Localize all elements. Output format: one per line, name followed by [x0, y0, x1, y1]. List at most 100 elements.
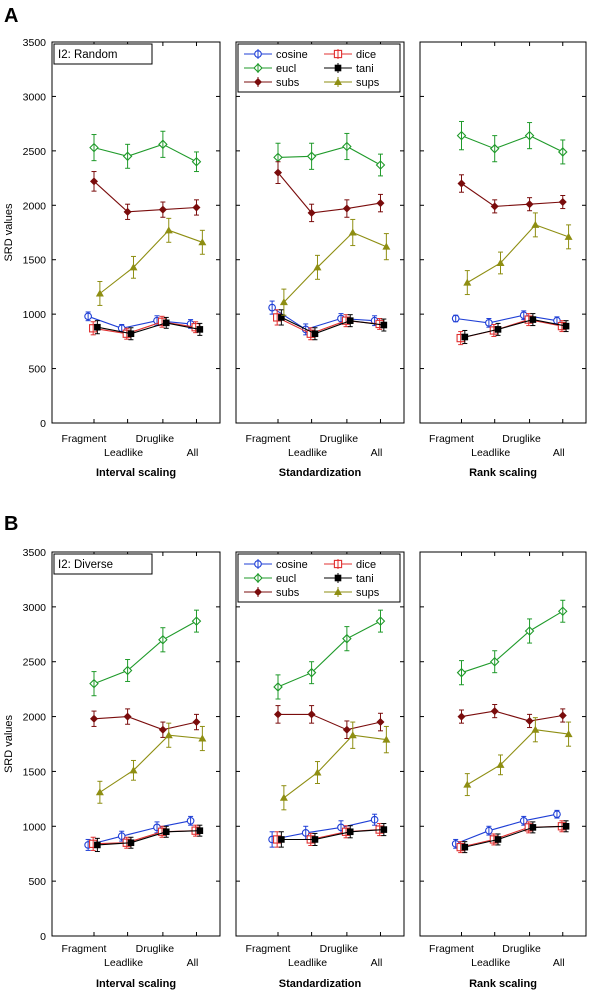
marker-tani	[529, 824, 537, 831]
series-sups	[279, 721, 391, 811]
marker-tani	[346, 317, 354, 324]
x-tick-label: Leadlike	[288, 957, 327, 969]
series-eucl	[273, 609, 386, 700]
marker-tani	[494, 836, 502, 843]
series-eucl	[456, 120, 568, 165]
marker-sups	[463, 278, 472, 286]
legend-item-sups: sups	[324, 77, 380, 89]
panel-title: Rank scaling	[469, 978, 537, 990]
series-line-tani	[97, 830, 200, 846]
marker-subs	[490, 707, 499, 716]
panel-1: Fragment Druglike Leadlike All Interval scal…	[51, 551, 221, 990]
series-line-cosine	[87, 820, 191, 846]
legend-label: sups	[356, 587, 380, 599]
marker-tani	[334, 574, 342, 582]
series-tani	[94, 316, 204, 341]
marker-sups	[164, 226, 173, 234]
x-tick-label: Fragment	[429, 433, 474, 445]
marker-tani	[311, 330, 319, 338]
chart-row-b: B 0 500 1000 1500 2000 2500 3000 3500 SRD values F…	[3, 513, 587, 990]
x-tick-label: All	[553, 957, 565, 969]
marker-sups	[279, 298, 288, 306]
marker-sups	[334, 588, 342, 595]
marker-tani	[562, 322, 570, 330]
marker-tani	[94, 323, 101, 331]
row-label: B	[4, 513, 18, 535]
marker-sups	[382, 242, 391, 250]
marker-sups	[198, 238, 207, 246]
marker-tani	[94, 841, 101, 849]
legend-label: dice	[356, 49, 376, 61]
marker-subs	[192, 203, 201, 212]
y-tick-label: 500	[28, 876, 46, 888]
annotation-text: I2: Random	[58, 49, 117, 61]
marker-tani	[162, 828, 170, 836]
marker-subs	[525, 716, 534, 725]
marker-sups	[279, 793, 288, 801]
panel-frame	[51, 551, 221, 937]
series-sups	[95, 722, 207, 804]
series-line-eucl	[93, 620, 197, 685]
legend-item-dice: dice	[324, 49, 376, 61]
panel-frame	[51, 41, 221, 424]
marker-subs	[558, 711, 567, 720]
series-line-sups	[283, 231, 387, 303]
marker-subs	[376, 199, 385, 208]
legend-item-dice: dice	[324, 559, 376, 571]
series-line-subs	[461, 710, 563, 722]
x-tick-label: All	[187, 957, 199, 969]
x-tick-label: Fragment	[429, 943, 474, 955]
series-line-tani	[464, 319, 567, 338]
series-tani	[278, 309, 388, 341]
x-tick-label: Leadlike	[104, 447, 143, 459]
marker-subs	[525, 200, 534, 209]
series-line-subs	[93, 716, 197, 731]
marker-sups	[348, 228, 357, 236]
series-line-eucl	[93, 143, 197, 163]
legend-label: eucl	[276, 573, 296, 585]
marker-tani	[380, 826, 388, 833]
panel-3: Fragment Druglike Leadlike All Rank scaling	[419, 551, 587, 990]
marker-subs	[342, 204, 351, 213]
marker-tani	[196, 827, 204, 834]
marker-subs	[342, 725, 351, 734]
legend-item-sups: sups	[324, 587, 380, 599]
legend-label: dice	[356, 559, 376, 571]
x-tick-label: All	[187, 447, 199, 459]
legend-label: subs	[276, 77, 300, 89]
x-tick-label: Druglike	[136, 943, 175, 955]
panel-frame	[235, 551, 405, 937]
marker-sups	[496, 760, 505, 768]
legend-item-subs: subs	[244, 77, 300, 89]
series-line-dice	[93, 321, 196, 335]
legend-item-subs: subs	[244, 587, 300, 599]
panel-frame	[235, 41, 405, 424]
series-eucl	[89, 609, 202, 697]
series-sups	[279, 218, 391, 316]
marker-sups	[531, 725, 540, 733]
marker-subs	[457, 712, 466, 721]
x-tick-label: Druglike	[136, 433, 175, 445]
marker-tani	[311, 836, 319, 843]
series-line-sups	[283, 734, 387, 799]
panel-title: Standardization	[279, 978, 362, 990]
series-line-eucl	[277, 620, 381, 688]
x-tick-label: Druglike	[320, 943, 359, 955]
series-subs	[90, 171, 201, 220]
legend-label: cosine	[276, 49, 308, 61]
legend-label: eucl	[276, 63, 296, 75]
series-line-subs	[278, 713, 381, 731]
marker-subs	[158, 725, 167, 734]
series-line-sups	[99, 734, 203, 793]
series-line-tani	[281, 316, 384, 335]
series-eucl	[89, 130, 202, 173]
y-tick-label: 2500	[23, 146, 47, 158]
annotation-box	[53, 43, 153, 65]
series-line-tani	[281, 829, 384, 841]
annotation-box	[53, 553, 153, 575]
panel-frame	[419, 551, 587, 937]
series-line-cosine	[455, 314, 558, 324]
y-tick-label: 3000	[23, 91, 47, 103]
marker-sups	[496, 258, 505, 266]
